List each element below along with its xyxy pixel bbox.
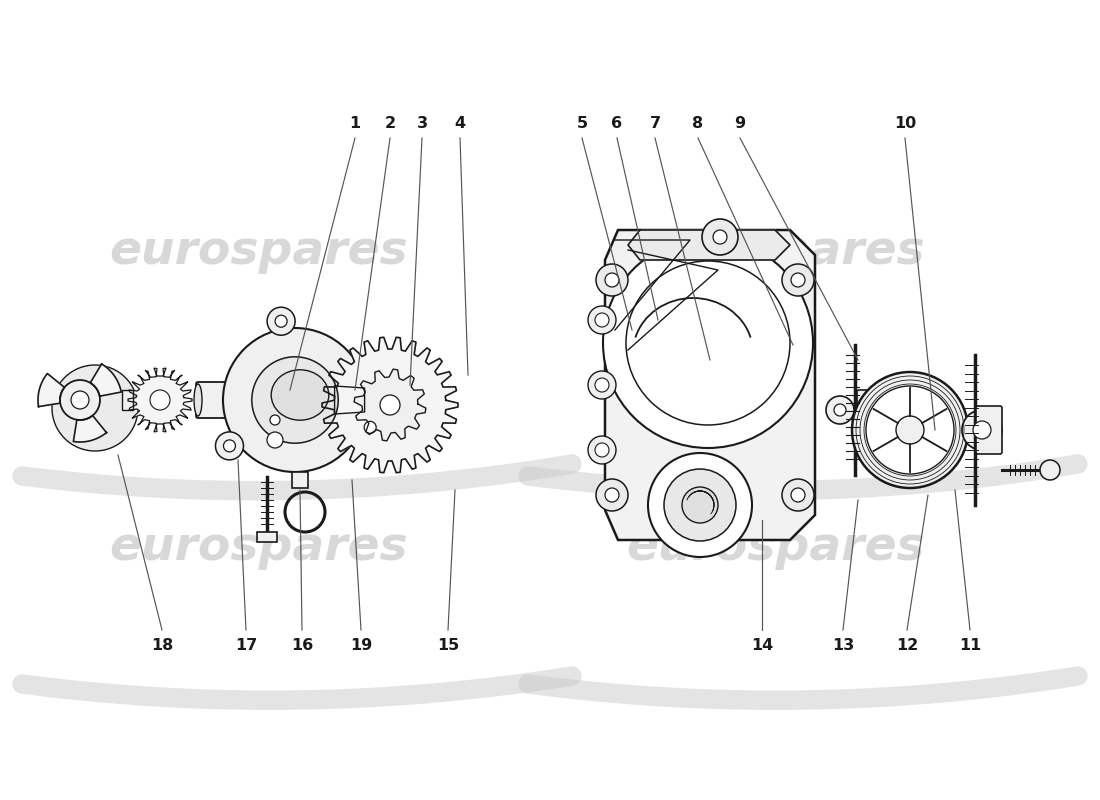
Text: 3: 3 <box>417 115 428 130</box>
Circle shape <box>252 357 338 443</box>
Circle shape <box>866 386 954 474</box>
Circle shape <box>962 410 1002 450</box>
Circle shape <box>702 219 738 255</box>
Text: 19: 19 <box>350 638 372 653</box>
Text: 14: 14 <box>751 638 773 653</box>
Text: 15: 15 <box>437 638 459 653</box>
Text: eurospares: eurospares <box>109 526 408 570</box>
Circle shape <box>356 414 384 442</box>
Circle shape <box>834 404 846 416</box>
Circle shape <box>605 488 619 502</box>
Circle shape <box>595 313 609 327</box>
Polygon shape <box>39 374 65 406</box>
Circle shape <box>216 432 243 460</box>
Circle shape <box>791 488 805 502</box>
Circle shape <box>603 238 813 448</box>
FancyBboxPatch shape <box>257 532 277 542</box>
Text: 12: 12 <box>895 638 918 653</box>
Circle shape <box>782 264 814 296</box>
Text: 5: 5 <box>576 115 587 130</box>
Circle shape <box>379 395 400 415</box>
Text: eurospares: eurospares <box>109 230 408 274</box>
Text: 4: 4 <box>454 115 465 130</box>
Circle shape <box>223 440 235 452</box>
Text: 16: 16 <box>290 638 314 653</box>
Circle shape <box>826 396 854 424</box>
FancyBboxPatch shape <box>122 390 133 410</box>
FancyBboxPatch shape <box>292 472 308 488</box>
Polygon shape <box>322 338 458 473</box>
Circle shape <box>605 273 619 287</box>
Text: 13: 13 <box>832 638 854 653</box>
Circle shape <box>267 307 295 335</box>
Circle shape <box>223 328 367 472</box>
Circle shape <box>852 372 968 488</box>
Circle shape <box>364 422 376 434</box>
FancyBboxPatch shape <box>196 382 230 418</box>
Text: eurospares: eurospares <box>626 526 925 570</box>
Circle shape <box>588 306 616 334</box>
Circle shape <box>275 315 287 327</box>
Circle shape <box>791 273 805 287</box>
Polygon shape <box>90 364 121 396</box>
FancyBboxPatch shape <box>976 406 1002 454</box>
Text: 2: 2 <box>384 115 396 130</box>
Ellipse shape <box>272 370 329 420</box>
Text: 1: 1 <box>350 115 361 130</box>
Circle shape <box>896 416 924 444</box>
Circle shape <box>596 264 628 296</box>
Text: 8: 8 <box>692 115 704 130</box>
Polygon shape <box>334 386 364 414</box>
Circle shape <box>782 479 814 511</box>
Text: 7: 7 <box>649 115 661 130</box>
Ellipse shape <box>194 384 202 416</box>
Circle shape <box>974 421 991 439</box>
Circle shape <box>596 479 628 511</box>
Polygon shape <box>628 230 790 260</box>
Circle shape <box>595 443 609 457</box>
Circle shape <box>267 432 283 448</box>
Polygon shape <box>74 415 107 442</box>
Circle shape <box>72 391 89 409</box>
Circle shape <box>270 415 280 425</box>
Text: 18: 18 <box>151 638 173 653</box>
Text: 11: 11 <box>959 638 981 653</box>
Polygon shape <box>128 368 192 432</box>
Circle shape <box>60 380 100 420</box>
Circle shape <box>713 230 727 244</box>
Circle shape <box>52 365 138 451</box>
Text: 10: 10 <box>894 115 916 130</box>
Circle shape <box>588 371 616 399</box>
Circle shape <box>588 436 616 464</box>
Text: 9: 9 <box>735 115 746 130</box>
Polygon shape <box>354 369 426 441</box>
FancyBboxPatch shape <box>857 390 883 430</box>
Text: 17: 17 <box>235 638 257 653</box>
Text: eurospares: eurospares <box>626 230 925 274</box>
Circle shape <box>595 378 609 392</box>
Circle shape <box>682 487 718 523</box>
Circle shape <box>664 469 736 541</box>
Polygon shape <box>605 230 815 540</box>
Circle shape <box>150 390 170 410</box>
Circle shape <box>648 453 752 557</box>
Text: 6: 6 <box>612 115 623 130</box>
Circle shape <box>1040 460 1060 480</box>
